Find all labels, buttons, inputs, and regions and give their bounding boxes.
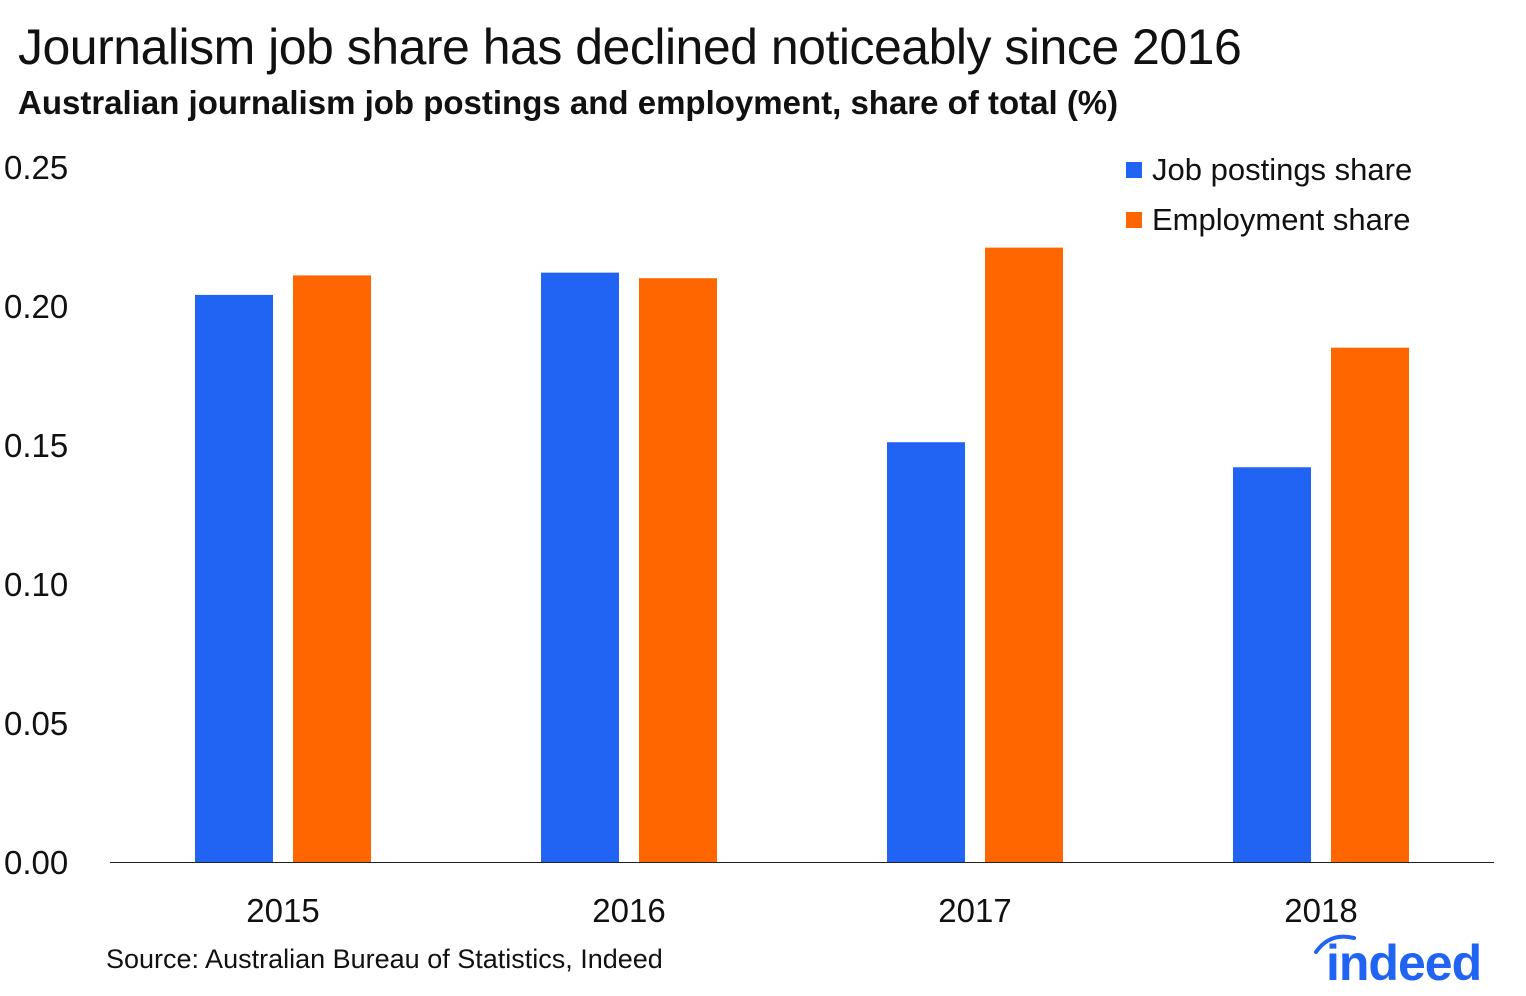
y-tick-label: 0.15 (4, 427, 68, 464)
x-tick-label: 2017 (938, 892, 1011, 929)
chart-title: Journalism job share has declined notice… (18, 19, 1242, 75)
source-note: Source: Australian Bureau of Statistics,… (106, 944, 663, 974)
x-tick-label: 2015 (246, 892, 319, 929)
bar-job-postings-2017 (887, 442, 965, 862)
legend-swatch-employment (1126, 212, 1142, 228)
chart-subtitle: Australian journalism job postings and e… (18, 84, 1119, 121)
bar-employment-2017 (985, 247, 1063, 862)
y-tick-label: 0.00 (4, 844, 68, 881)
bar-employment-2015 (293, 275, 371, 862)
y-tick-label: 0.25 (4, 149, 68, 186)
legend-label-job-postings: Job postings share (1152, 152, 1413, 187)
legend-item-employment: Employment share (1126, 202, 1410, 238)
indeed-logo: indeed (1314, 934, 1482, 986)
bar-employment-2018 (1331, 347, 1409, 862)
x-tick-label: 2018 (1284, 892, 1357, 929)
legend-label-employment: Employment share (1152, 202, 1411, 237)
legend-item-job-postings: Job postings share (1126, 152, 1412, 188)
legend-swatch-job-postings (1126, 162, 1142, 178)
bar-job-postings-2015 (195, 294, 273, 862)
bar-job-postings-2018 (1233, 467, 1311, 862)
y-tick-label: 0.20 (4, 288, 68, 325)
svg-text:indeed: indeed (1326, 935, 1481, 986)
bar-employment-2016 (639, 278, 717, 862)
x-tick-label: 2016 (592, 892, 665, 929)
bar-job-postings-2016 (541, 272, 619, 862)
y-tick-label: 0.05 (4, 705, 68, 742)
y-tick-label: 0.10 (4, 566, 68, 603)
